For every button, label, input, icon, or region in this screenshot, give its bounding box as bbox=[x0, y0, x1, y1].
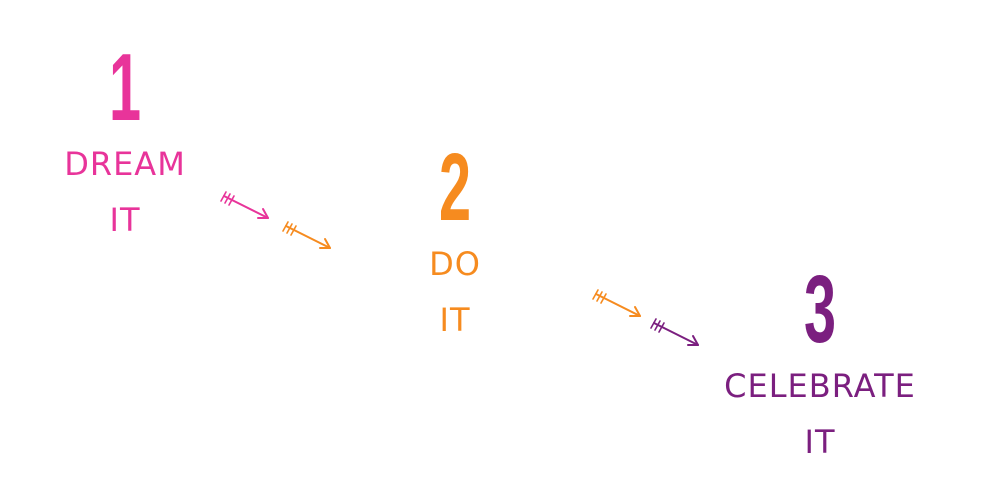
arrow-icon bbox=[650, 318, 699, 346]
step-dream-it: 1 DREAM IT bbox=[40, 40, 210, 248]
step-number: 1 bbox=[108, 34, 142, 141]
step-label-line-1: DREAM bbox=[64, 145, 186, 183]
step-label-line-2: IT bbox=[439, 301, 471, 339]
step-label-line-1: DO bbox=[429, 245, 481, 283]
step-label-line-2: IT bbox=[109, 201, 141, 239]
step-label-line-1: CELEBRATE bbox=[724, 367, 916, 405]
step-label-line-2: IT bbox=[804, 423, 836, 461]
arrow-icon bbox=[220, 191, 269, 219]
arrow-icon bbox=[592, 289, 641, 317]
step-number: 2 bbox=[438, 134, 472, 241]
step-number: 3 bbox=[803, 256, 837, 363]
arrow-icon bbox=[282, 221, 331, 249]
step-do-it: 2 DO IT bbox=[395, 140, 515, 348]
step-celebrate-it: 3 CELEBRATE IT bbox=[690, 262, 950, 470]
